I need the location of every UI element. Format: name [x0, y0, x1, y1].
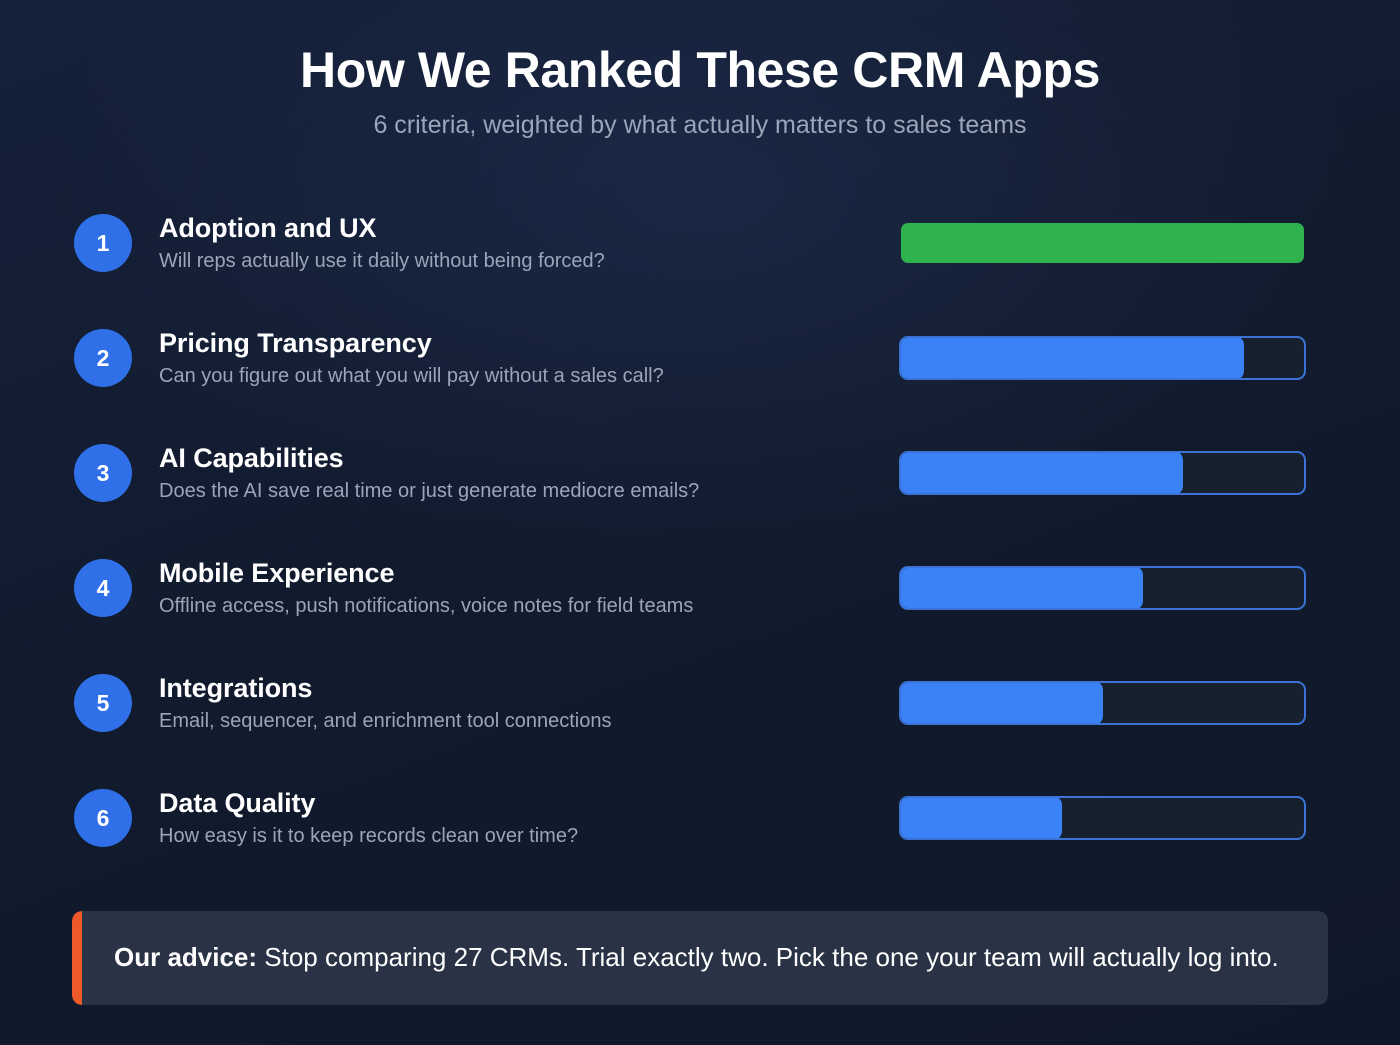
criterion-description: How easy is it to keep records clean ove…: [159, 825, 579, 848]
infographic-header: How We Ranked These CRM Apps 6 criteria,…: [0, 0, 1400, 140]
rank-badge: 2: [74, 329, 132, 387]
rank-badge: 4: [74, 559, 132, 617]
page-subtitle: 6 criteria, weighted by what actually ma…: [373, 111, 1027, 139]
criterion-text: Data Quality How easy is it to keep recor…: [159, 787, 899, 850]
criteria-list: 1 Adoption and UX Will reps actually use i…: [0, 196, 1400, 865]
criterion-weight-fill: [901, 798, 1063, 838]
page-title: How We Ranked These CRM Apps: [299, 42, 1101, 98]
criterion-description: Will reps actually use it daily without …: [159, 250, 605, 273]
criterion-weight-meter: [899, 221, 1306, 265]
criterion-weight-meter: [899, 681, 1306, 725]
criterion-name: Pricing Transparency: [159, 327, 432, 358]
criterion-text: Pricing Transparency Can you figure out w…: [159, 327, 899, 390]
criterion-description: Does the AI save real time or just gener…: [159, 480, 700, 503]
advice-label: Our advice:: [114, 941, 258, 972]
criterion-text: AI Capabilities Does the AI save real tim…: [159, 442, 899, 505]
criterion-row: 1 Adoption and UX Will reps actually use i…: [74, 196, 1328, 290]
criterion-weight-meter: [899, 566, 1306, 610]
criterion-description: Can you figure out what you will pay wit…: [159, 365, 664, 388]
criterion-weight-fill: [901, 683, 1103, 723]
criterion-row: 6 Data Quality How easy is it to keep reco…: [74, 771, 1328, 865]
advice-text: Stop comparing 27 CRMs. Trial exactly tw…: [257, 941, 1279, 972]
criterion-weight-fill: [901, 453, 1184, 493]
criterion-name: Data Quality: [159, 787, 316, 818]
criterion-weight-meter: [899, 451, 1306, 495]
rank-badge: 6: [74, 789, 132, 847]
criterion-weight-fill: [901, 338, 1244, 378]
criterion-text: Adoption and UX Will reps actually use it…: [159, 212, 899, 275]
criterion-weight-meter: [899, 796, 1306, 840]
criterion-description: Offline access, push notifications, voic…: [159, 595, 694, 618]
criterion-name: Mobile Experience: [159, 557, 395, 588]
criterion-row: 4 Mobile Experience Offline access, push n…: [74, 541, 1328, 635]
criterion-weight-fill: [901, 223, 1304, 263]
criterion-row: 3 AI Capabilities Does the AI save real ti…: [74, 426, 1328, 520]
criterion-name: AI Capabilities: [159, 442, 344, 473]
criterion-text: Mobile Experience Offline access, push no…: [159, 557, 899, 620]
rank-badge: 5: [74, 674, 132, 732]
criterion-description: Email, sequencer, and enrichment tool co…: [159, 710, 612, 733]
criterion-name: Integrations: [159, 672, 313, 703]
criterion-row: 5 Integrations Email, sequencer, and enric…: [74, 656, 1328, 750]
criterion-row: 2 Pricing Transparency Can you figure out …: [74, 311, 1328, 405]
criterion-weight-meter: [899, 336, 1306, 380]
criterion-name: Adoption and UX: [159, 212, 377, 243]
rank-badge: 1: [74, 214, 132, 272]
advice-body: Our advice: Stop comparing 27 CRMs. Tria…: [82, 911, 1328, 1005]
advice-callout: Our advice: Stop comparing 27 CRMs. Tria…: [72, 910, 1328, 1005]
criterion-weight-fill: [901, 568, 1143, 608]
rank-badge: 3: [74, 444, 132, 502]
accent-bar: [72, 910, 82, 1005]
criterion-text: Integrations Email, sequencer, and enrich…: [159, 672, 899, 735]
